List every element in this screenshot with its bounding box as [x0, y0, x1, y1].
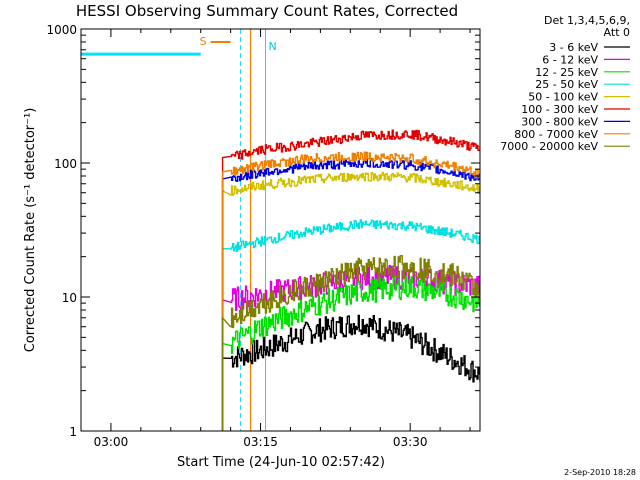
legend-header-1: Det 1,3,4,5,6,9, [544, 14, 630, 27]
legend-label: 12 - 25 keV [535, 66, 598, 79]
chart-title: HESSI Observing Summary Count Rates, Cor… [76, 2, 458, 20]
legend-label: 6 - 12 keV [542, 53, 598, 66]
x-tick-label: 03:00 [94, 435, 129, 449]
series-line [221, 158, 480, 431]
legend-header-2: Att 0 [604, 26, 630, 39]
x-tick-label: 03:15 [243, 435, 278, 449]
legend-label: 50 - 100 keV [528, 91, 598, 104]
series-layer [221, 129, 480, 431]
series-line [221, 171, 480, 431]
series-line [221, 255, 480, 431]
legend-label: 100 - 300 keV [521, 103, 598, 116]
legend-label: 7000 - 20000 keV [500, 140, 598, 153]
legend-label: 25 - 50 keV [535, 78, 598, 91]
series-line [221, 314, 480, 431]
legend-label: 300 - 800 keV [521, 115, 598, 128]
y-tick-label: 100 [54, 157, 77, 171]
series-line [221, 151, 480, 431]
axes: 03:00 03:15 03:30 1 10 100 1000 [46, 23, 480, 449]
date-stamp: 2-Sep-2010 18:28 [564, 468, 636, 477]
y-tick-label: 10 [62, 291, 77, 305]
y-tick-label: 1 [69, 425, 77, 439]
y-tick-label: 1000 [46, 23, 77, 37]
s-marker-label: S [200, 35, 207, 48]
series-line [221, 275, 480, 431]
n-marker-label: N [269, 40, 277, 53]
series-line [221, 264, 480, 431]
series-line [221, 129, 480, 431]
x-axis-label: Start Time (24-Jun-10 02:57:42) [177, 455, 385, 470]
y-axis-label: Corrected Count Rate (s⁻¹ detector⁻¹) [23, 108, 38, 353]
orbit-markers [81, 29, 267, 431]
x-tick-label: 03:30 [393, 435, 428, 449]
plot-frame [80, 28, 481, 432]
legend-label: 800 - 7000 keV [514, 128, 598, 141]
legend-label: 3 - 6 keV [549, 41, 598, 54]
series-line [221, 219, 480, 431]
